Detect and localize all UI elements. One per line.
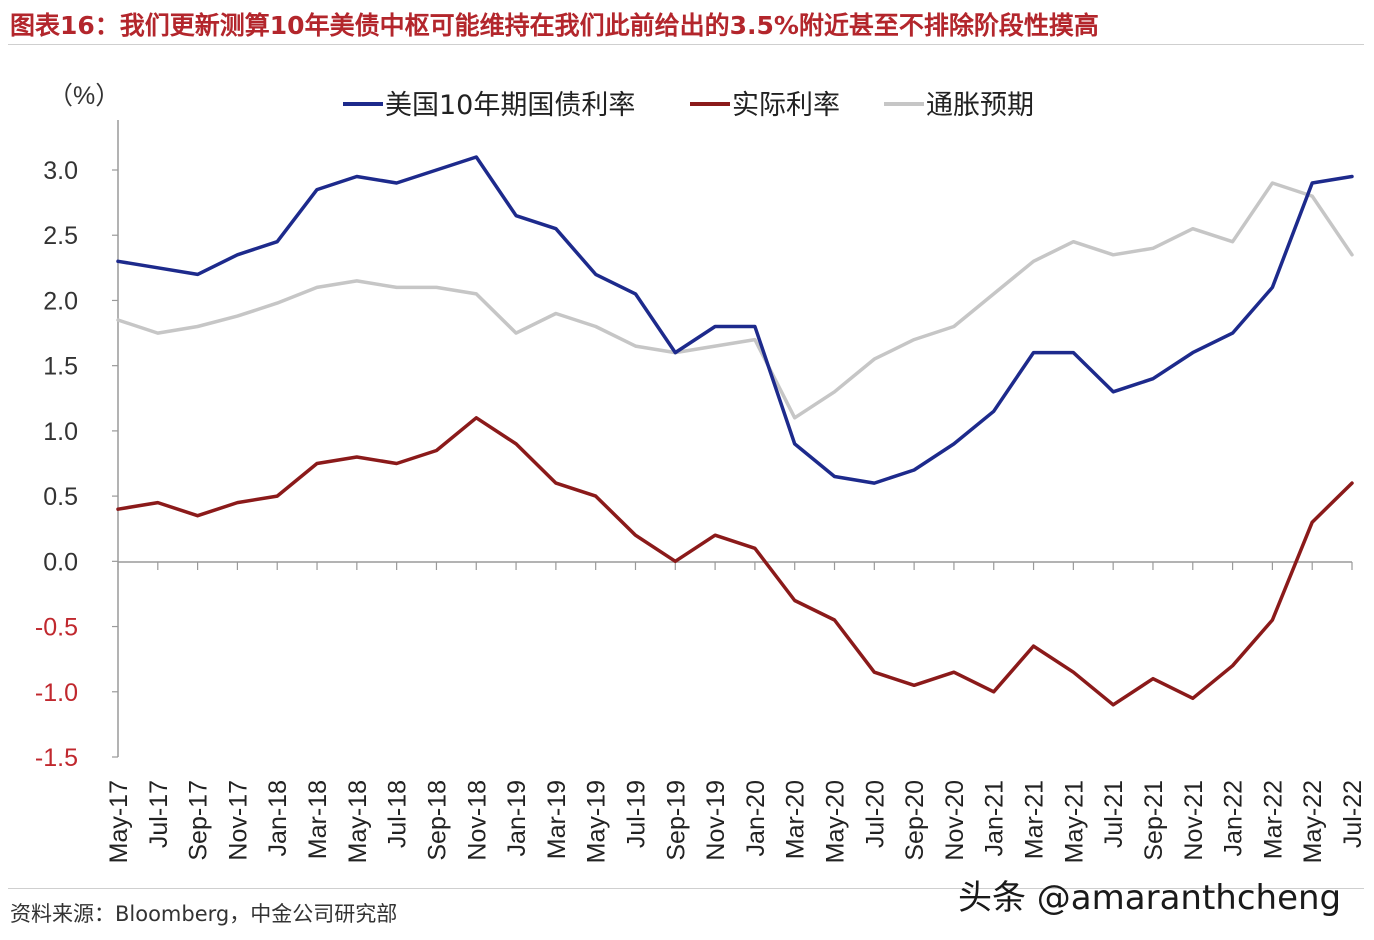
title-divider [8,44,1364,45]
watermark: 头条 @amaranthcheng [958,878,1342,918]
x-tick-label: May-22 [1299,780,1327,863]
treasury-line [116,155,1354,485]
x-tick-label: Mar-18 [304,780,332,859]
x-tick-label: May-19 [583,780,611,863]
x-tick-label: Nov-19 [702,780,730,861]
x-tick-label: Sep-17 [185,780,213,861]
source-note: 资料来源：Bloomberg，中金公司研究部 [10,902,398,926]
x-tick-label: Jul-19 [622,780,650,848]
y-tick-label: 3.0 [43,157,78,185]
chart-area: 3.0 2.5 2.0 1.5 1.0 0.5 0.0 -0.5 -1.0 -1.5 （%） May-… [35,82,1367,863]
inflation-expectation-line [116,181,1354,420]
y-tick-label: 0.0 [43,548,78,576]
y-tick-label: 1.0 [43,418,78,446]
x-tick-label: Sep-19 [662,780,690,861]
footer-divider [8,888,1364,889]
x-tick-label: Jan-20 [742,780,770,856]
axis-labels: 3.0 2.5 2.0 1.5 1.0 0.5 0.0 -0.5 -1.0 -1.5 （%） May-… [35,82,1367,863]
x-tick-label: Mar-20 [782,780,810,859]
x-tick-label: May-18 [344,780,372,863]
x-tick-label: Nov-17 [224,780,252,861]
series-lines [116,155,1354,707]
x-tick-label: Jan-21 [981,780,1009,856]
x-tick-label: Nov-18 [463,780,491,861]
x-tick-label: Jul-21 [1100,780,1128,848]
y-tick-label: 2.5 [43,222,78,250]
legend-label: 通胀预期 [926,90,1034,121]
x-tick-label: Jul-18 [384,780,412,848]
x-tick-label: May-17 [105,780,133,863]
x-tick-label: Jul-22 [1339,780,1367,848]
x-tick-label: Mar-21 [1021,780,1049,859]
chart-title: 图表16：我们更新测算10年美债中枢可能维持在我们此前给出的3.5%附近甚至不排… [10,11,1099,40]
legend: 美国10年期国债利率 实际利率 通胀预期 [343,90,1034,121]
x-tick-label: Mar-22 [1259,780,1287,859]
x-tick-label: Sep-18 [423,780,451,861]
y-tick-label: 2.0 [43,287,78,315]
y-tick-label: 1.5 [43,353,78,381]
y-unit-label: （%） [48,82,120,110]
x-tick-label: Jan-18 [264,780,292,856]
x-tick-label: Sep-21 [1140,780,1168,861]
x-tick-label: Nov-21 [1180,780,1208,861]
x-tick-label: Sep-20 [901,780,929,861]
y-tick-label: -1.0 [35,679,78,707]
y-tick-label: 0.5 [43,483,78,511]
x-tick-label: Mar-19 [543,780,571,859]
x-tick-label: Nov-20 [941,780,969,861]
real-rate-line [116,416,1354,707]
x-tick-label: May-21 [1060,780,1088,863]
x-tick-label: Jan-22 [1220,780,1248,856]
x-tick-label: Jul-20 [861,780,889,848]
legend-label: 实际利率 [732,90,840,121]
x-tick-label: May-20 [822,780,850,863]
x-tick-label: Jan-19 [503,780,531,856]
y-tick-label: -1.5 [35,744,78,772]
axes [112,120,1353,758]
x-tick-label: Jul-17 [145,780,173,848]
y-tick-label: -0.5 [35,614,78,642]
legend-label: 美国10年期国债利率 [385,90,635,121]
